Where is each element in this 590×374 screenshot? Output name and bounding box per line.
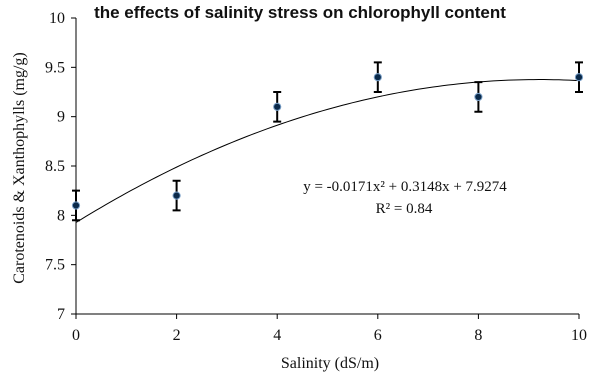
x-tick-label: 8 <box>474 327 482 344</box>
chart-title: the effects of salinity stress on chloro… <box>94 3 506 22</box>
r-squared: R² = 0.84 <box>376 201 433 217</box>
data-point <box>373 73 382 82</box>
y-axis-label: Carotenoids & Xanthophylls (mg/g) <box>11 52 28 284</box>
trend-equation: y = -0.0171x² + 0.3148x + 7.9274 <box>303 179 507 195</box>
data-points <box>71 73 584 210</box>
data-point <box>474 92 483 102</box>
x-axis-label: Salinity (dS/m) <box>281 355 379 372</box>
y-tick-label: 9.5 <box>45 59 65 76</box>
y-tick-label: 7.5 <box>45 257 65 274</box>
data-point <box>172 191 181 200</box>
y-tick-label: 8.5 <box>45 158 65 175</box>
y-tick-label: 7 <box>57 306 65 323</box>
x-tick-label: 2 <box>173 327 181 344</box>
y-tick-label: 10 <box>49 10 65 27</box>
x-ticks: 0 2 4 6 8 10 <box>72 314 587 344</box>
error-bars <box>72 61 583 222</box>
trendline <box>75 79 580 223</box>
y-tick-label: 8 <box>57 207 65 224</box>
data-point <box>273 102 282 111</box>
x-tick-label: 4 <box>273 327 281 344</box>
x-tick-label: 6 <box>374 327 382 344</box>
data-point <box>574 73 584 82</box>
x-tick-label: 0 <box>72 327 80 344</box>
y-tick-label: 9 <box>57 109 65 126</box>
y-ticks: 7 7.5 8 8.5 9 9.5 10 <box>45 10 76 323</box>
data-point <box>71 201 81 210</box>
x-tick-label: 10 <box>571 327 587 344</box>
